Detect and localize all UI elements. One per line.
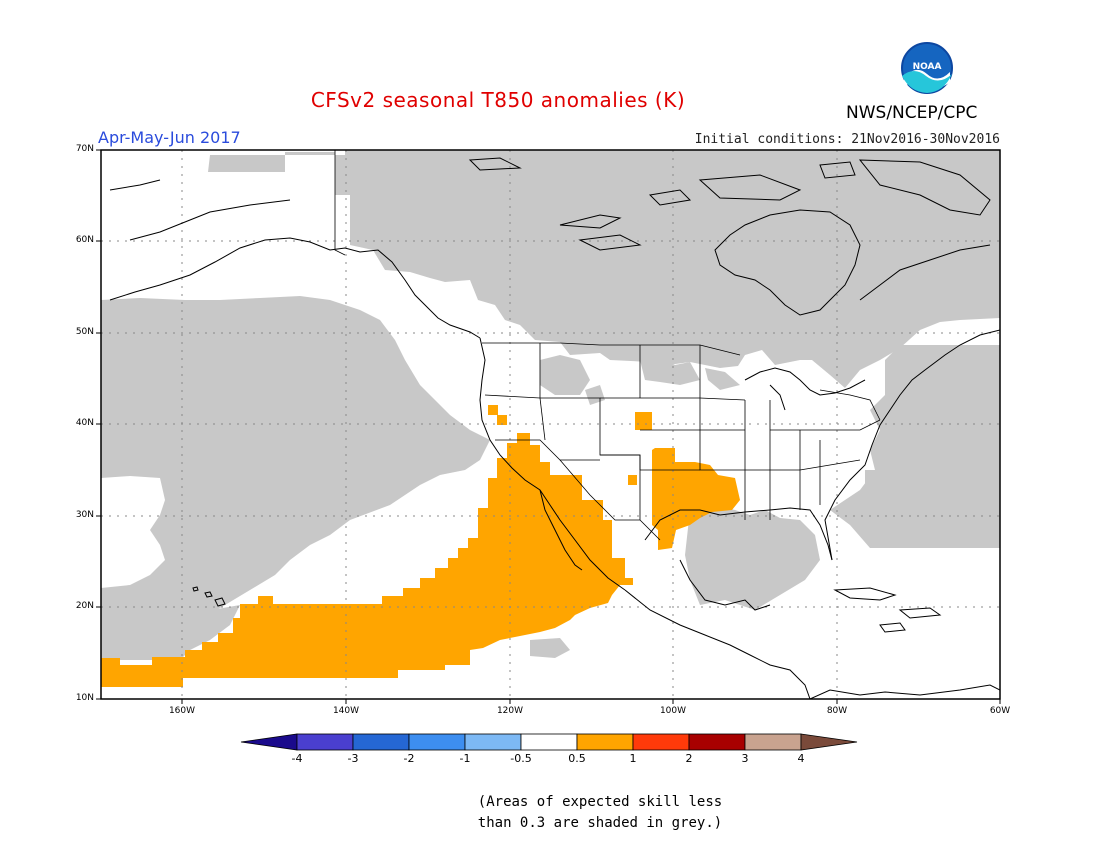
anomaly-region-orange [101, 405, 740, 687]
colorbar-label: 2 [685, 752, 693, 765]
initial-conditions: Initial conditions: 21Nov2016-30Nov2016 [694, 132, 1000, 147]
colorbar [240, 733, 858, 751]
lat-label: 60N [75, 235, 94, 245]
colorbar-label: -4 [291, 752, 303, 765]
colorbar-segment [240, 733, 298, 751]
lat-label: 70N [75, 144, 94, 154]
political-borders [334, 150, 881, 541]
colorbar-segment [296, 733, 354, 751]
colorbar-label: -1 [459, 752, 471, 765]
skill-note-line: than 0.3 are shaded in grey.) [477, 815, 723, 831]
lon-label: 100W [659, 706, 687, 716]
skill-note: (Areas of expected skill less than 0.3 a… [0, 792, 1100, 834]
noaa-logo: NOAA [901, 42, 953, 94]
colorbar-segment [464, 733, 522, 751]
colorbar-segment [408, 733, 466, 751]
lon-label: 80W [826, 706, 848, 716]
lat-label: 20N [75, 601, 94, 611]
skill-mask-grey [101, 150, 1000, 660]
colorbar-segment [352, 733, 410, 751]
lat-label: 10N [75, 693, 94, 703]
lon-label: 160W [168, 706, 196, 716]
forecast-period: Apr-May-Jun 2017 [98, 128, 241, 147]
lat-label: 30N [75, 510, 94, 520]
skill-note-line: (Areas of expected skill less [477, 794, 723, 810]
coastlines [109, 157, 1000, 699]
colorbar-label: 3 [741, 752, 749, 765]
graticule [101, 150, 1000, 699]
colorbar-segment [800, 733, 858, 751]
colorbar-label: 0.5 [568, 752, 586, 765]
lon-label: 60W [989, 706, 1011, 716]
lat-label: 50N [75, 327, 94, 337]
agency-label: NWS/NCEP/CPC [846, 103, 978, 123]
colorbar-segment [520, 733, 578, 751]
colorbar-label: 4 [797, 752, 805, 765]
lon-label: 140W [332, 706, 360, 716]
colorbar-segment [744, 733, 802, 751]
colorbar-segment [688, 733, 746, 751]
colorbar-label: -2 [403, 752, 415, 765]
colorbar-label: 1 [629, 752, 637, 765]
colorbar-label: -0.5 [510, 752, 532, 765]
colorbar-segment [632, 733, 690, 751]
colorbar-label: -3 [347, 752, 359, 765]
colorbar-segment [576, 733, 634, 751]
map-title: CFSv2 seasonal T850 anomalies (K) [310, 88, 686, 112]
noaa-logo-text: NOAA [913, 62, 942, 72]
lat-label: 40N [75, 418, 94, 428]
lon-label: 120W [496, 706, 524, 716]
